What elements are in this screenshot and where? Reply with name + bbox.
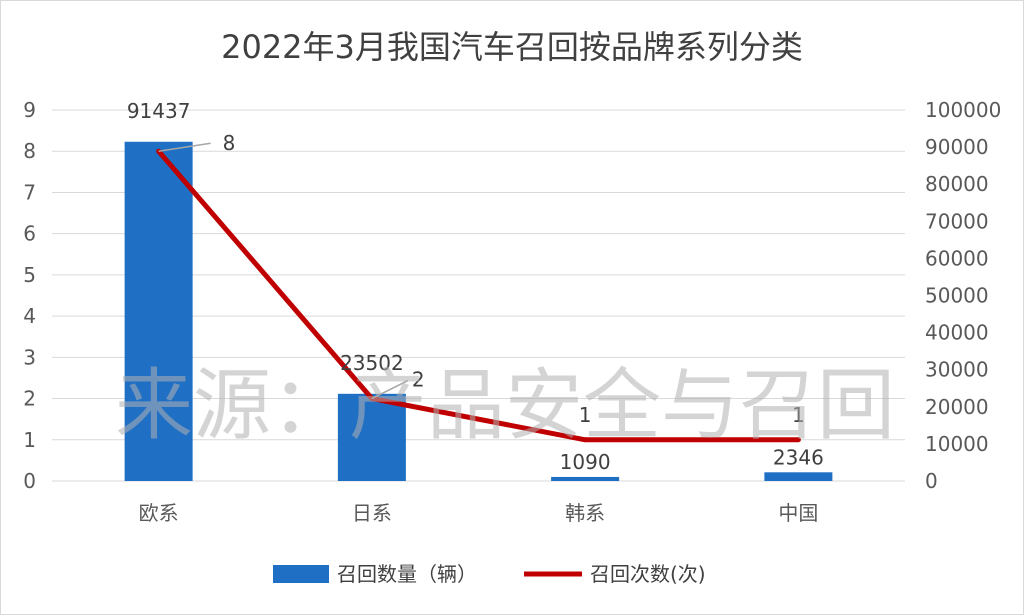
left-tick-label: 1 bbox=[23, 428, 36, 452]
line-data-label: 1 bbox=[792, 403, 805, 427]
left-tick-label: 3 bbox=[23, 345, 36, 369]
right-tick-label: 40000 bbox=[925, 321, 989, 345]
line-data-label: 2 bbox=[412, 368, 425, 392]
left-tick-label: 9 bbox=[23, 98, 36, 122]
bar-series bbox=[124, 141, 833, 481]
right-axis: 0 10000 20000 30000 40000 50000 60000 70000 8000… bbox=[925, 98, 1001, 493]
series-line bbox=[156, 149, 799, 443]
category-label: 日系 bbox=[352, 501, 392, 525]
bar-data-label: 2346 bbox=[773, 445, 824, 469]
leader-line bbox=[158, 142, 211, 152]
right-tick-label: 80000 bbox=[925, 172, 989, 196]
line-data-label: 8 bbox=[223, 131, 236, 155]
legend: 召回数量（辆） 召回次数(次) bbox=[273, 562, 706, 586]
left-tick-label: 7 bbox=[23, 180, 36, 204]
category-axis: 欧系 日系 韩系 中国 bbox=[139, 501, 819, 525]
bar-data-label: 91437 bbox=[127, 99, 191, 123]
bar-data-label: 1090 bbox=[560, 450, 611, 474]
chart-title: 2022年3月我国汽车召回按品牌系列分类 bbox=[221, 28, 803, 66]
right-tick-label: 100000 bbox=[925, 98, 1001, 122]
leader-line bbox=[371, 379, 409, 400]
bar bbox=[337, 393, 406, 481]
category-label: 欧系 bbox=[139, 501, 179, 525]
category-label: 中国 bbox=[778, 501, 818, 525]
right-tick-label: 90000 bbox=[925, 135, 989, 159]
legend-bar-label: 召回数量（辆） bbox=[337, 562, 477, 586]
right-tick-label: 20000 bbox=[925, 395, 989, 419]
right-tick-label: 30000 bbox=[925, 358, 989, 382]
bar bbox=[124, 141, 193, 481]
right-tick-label: 0 bbox=[925, 469, 938, 493]
line-point bbox=[795, 437, 801, 443]
right-tick-label: 10000 bbox=[925, 432, 989, 456]
left-tick-label: 6 bbox=[23, 222, 36, 246]
data-labels: 91437 23502 1090 2346 8 2 1 1 bbox=[127, 99, 824, 474]
gridlines bbox=[52, 109, 905, 482]
left-axis: 0 1 2 3 4 5 6 7 8 9 bbox=[23, 98, 36, 493]
left-tick-label: 0 bbox=[23, 469, 36, 493]
right-tick-label: 50000 bbox=[925, 284, 989, 308]
watermark: 来源：产品安全与召回 bbox=[115, 361, 895, 451]
bar bbox=[764, 472, 833, 481]
legend-bar-swatch bbox=[273, 565, 329, 583]
line-point bbox=[582, 437, 588, 443]
right-tick-label: 60000 bbox=[925, 246, 989, 270]
left-tick-label: 5 bbox=[23, 263, 36, 287]
bar bbox=[551, 476, 620, 481]
right-tick-label: 70000 bbox=[925, 209, 989, 233]
legend-line-label: 召回次数(次) bbox=[590, 562, 706, 586]
left-tick-label: 8 bbox=[23, 139, 36, 163]
line-data-label: 1 bbox=[579, 403, 592, 427]
left-tick-label: 4 bbox=[23, 304, 36, 328]
bar-data-label: 23502 bbox=[340, 351, 404, 375]
left-tick-label: 2 bbox=[23, 387, 36, 411]
category-label: 韩系 bbox=[565, 501, 605, 525]
